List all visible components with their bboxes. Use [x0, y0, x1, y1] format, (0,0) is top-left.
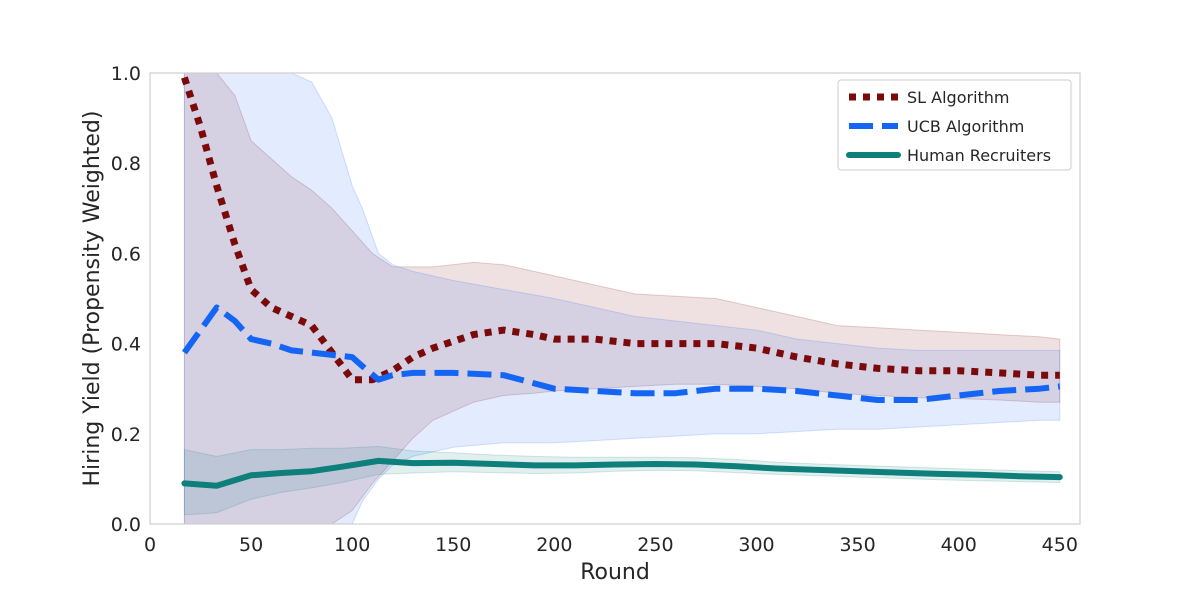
ucb-algorithm-legend-label: UCB Algorithm	[907, 117, 1024, 136]
y-tick-label: 1.0	[111, 63, 141, 85]
series-lines	[181, 76, 1063, 489]
y-tick-label: 0.0	[111, 514, 141, 536]
y-tick-label: 0.8	[111, 153, 141, 175]
plot-frame	[149, 72, 1081, 525]
x-axis-label: Round	[580, 560, 650, 585]
y-tick-label: 0.2	[111, 424, 141, 446]
human-recruiters-legend-label: Human Recruiters	[907, 146, 1051, 165]
sl-algorithm-legend-label: SL Algorithm	[907, 88, 1010, 107]
x-tick-label: 450	[1042, 534, 1078, 556]
ucb-algorithm-line	[181, 304, 1061, 403]
legend: SL Algorithm UCB Algorithm Human Recruiter…	[837, 79, 1072, 171]
sl-algorithm-confidence-band	[183, 73, 1061, 524]
y-axis-label: Hiring Yield (Propensity Weighted)	[80, 111, 105, 487]
x-tick-label: 350	[839, 534, 875, 556]
x-tick-label: 250	[637, 534, 673, 556]
x-tick-label: 0	[144, 534, 156, 556]
y-tick-label: 0.6	[111, 243, 141, 265]
x-tick-label: 400	[941, 534, 977, 556]
x-tick-label: 50	[239, 534, 263, 556]
legend-box	[837, 79, 1072, 171]
x-tick-label: 200	[536, 534, 572, 556]
ucb-algorithm-confidence-band	[183, 73, 1061, 524]
x-tick-label: 300	[738, 534, 774, 556]
x-axis-ticks: 0 50 100 150 200 250 300 350 400 450	[144, 534, 1078, 556]
x-tick-label: 150	[435, 534, 471, 556]
human-recruiters-line	[181, 457, 1063, 489]
sl-algorithm-line	[181, 76, 1060, 384]
x-tick-label: 100	[334, 534, 370, 556]
y-axis-ticks: 0.0 0.2 0.4 0.6 0.8 1.0	[111, 63, 141, 536]
y-tick-label: 0.4	[111, 334, 141, 356]
